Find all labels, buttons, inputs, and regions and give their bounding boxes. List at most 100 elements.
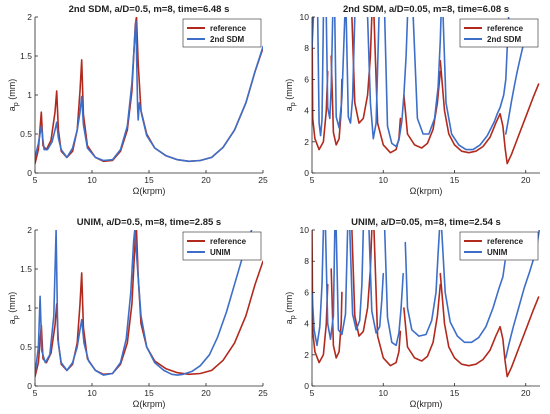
y-tick-label: 0 <box>27 381 32 391</box>
x-tick-label: 15 <box>144 175 154 185</box>
x-tick-label: 20 <box>521 388 531 398</box>
legend: reference 2nd SDM <box>459 18 539 48</box>
legend-box <box>182 231 262 261</box>
y-label-subscript: p <box>13 102 20 106</box>
y-label-symbol: a <box>284 319 294 324</box>
series-line-method <box>404 230 441 337</box>
y-label-symbol: a <box>7 319 17 324</box>
y-tick-label: 1.5 <box>20 264 32 274</box>
series-line-method <box>368 230 385 334</box>
y-axis-label: ap (mm) <box>7 79 20 111</box>
series-group <box>35 230 263 378</box>
x-axis-label: Ω(krpm) <box>410 186 443 196</box>
x-tick-label: 10 <box>379 175 389 185</box>
y-tick-label: 2 <box>304 350 309 360</box>
chart-title: UNIM, a/D=0.05, m=8, time=2.54 s <box>351 217 501 228</box>
y-label-unit: (mm) <box>7 79 17 103</box>
y-tick-label: 1 <box>27 90 32 100</box>
y-tick-label: 8 <box>304 43 309 53</box>
y-tick-label: 1.5 <box>20 51 32 61</box>
series-line-reference <box>403 70 442 149</box>
x-tick-label: 10 <box>87 388 97 398</box>
y-tick-label: 1 <box>27 303 32 313</box>
series-line-method <box>335 230 349 336</box>
y-label-subscript: p <box>290 102 297 106</box>
y-tick-label: 10 <box>300 12 310 22</box>
legend-box <box>459 231 539 261</box>
series-line-reference <box>439 59 540 165</box>
y-tick-label: 0 <box>27 168 32 178</box>
y-tick-label: 6 <box>304 74 309 84</box>
legend-entry: UNIM <box>487 248 508 257</box>
series-line-method <box>366 17 380 140</box>
x-tick-label: 20 <box>201 175 211 185</box>
x-tick-label: 5 <box>310 388 315 398</box>
x-tick-label: 25 <box>258 175 268 185</box>
y-axis-label: ap (mm) <box>7 292 20 324</box>
y-label-unit: (mm) <box>284 292 294 316</box>
panel-unim-ad005: UNIM, a/D=0.05, m=8, time=2.54 s 5 10 15 20 0… <box>284 217 540 409</box>
x-tick-label: 5 <box>310 175 315 185</box>
y-tick-label: 0.5 <box>20 342 32 352</box>
x-tick-label: 15 <box>450 175 460 185</box>
y-axis-label: ap (mm) <box>284 292 297 324</box>
series-group <box>312 17 540 165</box>
chart-title: 2nd SDM, a/D=0.5, m=8, time=6.48 s <box>69 4 230 15</box>
x-tick-label: 5 <box>33 388 38 398</box>
series-line-method <box>442 17 510 151</box>
x-tick-label: 5 <box>33 175 38 185</box>
legend-entry: reference <box>210 237 247 246</box>
series-group <box>35 17 263 165</box>
chart-title: 2nd SDM, a/D=0.05, m=8, time=6.08 s <box>343 4 509 15</box>
series-line-method <box>316 17 325 137</box>
x-axis-label: Ω(krpm) <box>410 399 443 409</box>
y-tick-label: 8 <box>304 256 309 266</box>
series-line-method <box>35 20 263 163</box>
series-line-method <box>412 17 442 135</box>
y-axis-label: ap (mm) <box>284 79 297 111</box>
y-tick-label: 4 <box>304 319 309 329</box>
x-tick-label: 10 <box>87 175 97 185</box>
series-line-method <box>345 17 356 124</box>
legend-entry: 2nd SDM <box>210 35 245 44</box>
x-tick-label: 15 <box>144 388 154 398</box>
y-tick-label: 10 <box>300 225 310 235</box>
legend: reference UNIM <box>182 231 262 261</box>
legend-box <box>182 18 262 48</box>
legend-box <box>459 18 539 48</box>
y-tick-label: 0 <box>304 381 309 391</box>
x-tick-label: 15 <box>450 388 460 398</box>
panel-2nd-sdm-ad005: 2nd SDM, a/D=0.05, m=8, time=6.08 s 5 10 15… <box>284 4 540 196</box>
x-axis-label: Ω(krpm) <box>133 186 166 196</box>
series-line-method <box>349 230 365 331</box>
series-line-method <box>383 230 404 347</box>
panel-unim-ad05: UNIM, a/D=0.5, m=8, time=2.85 s5 10 15 20 25… <box>7 217 268 409</box>
legend-entry: reference <box>210 24 247 33</box>
series-line-method <box>35 230 253 376</box>
series-line-reference <box>403 283 442 362</box>
series-line-method <box>324 230 336 340</box>
y-tick-label: 2 <box>27 225 32 235</box>
y-tick-label: 0.5 <box>20 129 32 139</box>
legend-entry: UNIM <box>210 248 231 257</box>
series-line-reference <box>439 272 540 378</box>
series-line-method <box>325 17 334 120</box>
series-line-method <box>440 230 506 344</box>
x-tick-label: 25 <box>258 388 268 398</box>
series-line-reference <box>373 230 402 367</box>
series-line-reference <box>330 268 343 359</box>
panel-2nd-sdm-ad05: 2nd SDM, a/D=0.5, m=8, time=6.48 s5 10 15 2… <box>7 4 268 196</box>
y-label-unit: (mm) <box>284 79 294 103</box>
y-label-symbol: a <box>7 106 17 111</box>
series-line-method <box>383 17 409 148</box>
x-axis-label: Ω(krpm) <box>133 399 166 409</box>
series-line-reference <box>351 17 373 124</box>
x-tick-label: 20 <box>201 388 211 398</box>
y-label-unit: (mm) <box>7 292 17 316</box>
y-tick-label: 0 <box>304 168 309 178</box>
series-group <box>312 230 540 378</box>
y-label-subscript: p <box>290 315 297 319</box>
series-line-reference <box>312 17 329 151</box>
legend-entry: 2nd SDM <box>487 35 522 44</box>
